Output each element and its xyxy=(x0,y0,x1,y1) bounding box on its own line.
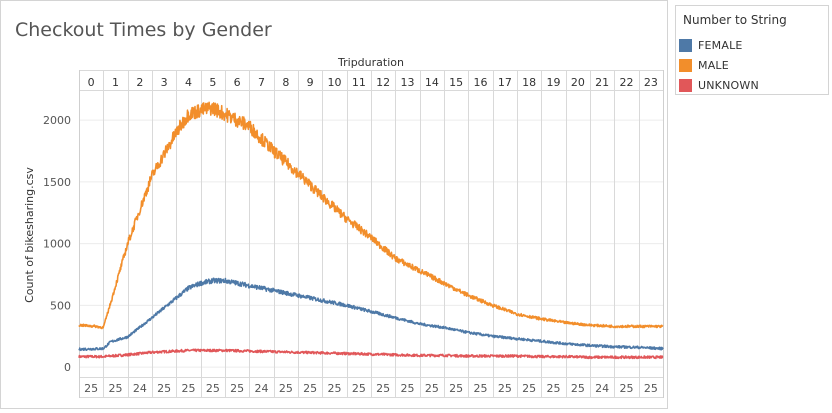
panel-bottom-label: 25 xyxy=(376,382,390,395)
panel-bottom-label: 24 xyxy=(595,382,609,395)
panel-bottom-label: 25 xyxy=(449,382,463,395)
legend-swatch-male xyxy=(679,58,692,72)
y-tick-label: 0 xyxy=(64,361,71,374)
panel-header-label: 20 xyxy=(571,76,585,89)
panel-bottom-label: 25 xyxy=(620,382,634,395)
panel-bottom-label: 25 xyxy=(182,382,196,395)
panel-header-label: 17 xyxy=(498,76,512,89)
panel-header-label: 3 xyxy=(161,76,168,89)
panel-header-label: 12 xyxy=(376,76,390,89)
panel-bottom-label: 25 xyxy=(571,382,585,395)
panel-header-label: 2 xyxy=(136,76,143,89)
series-line-female xyxy=(78,277,664,352)
panel-header-label: 13 xyxy=(401,76,415,89)
panel-header-label: 15 xyxy=(449,76,463,89)
panel-bottom-label: 25 xyxy=(206,382,220,395)
y-tick-label: 2000 xyxy=(43,114,71,127)
column-header: Tripduration xyxy=(337,56,404,69)
series-line-unknown xyxy=(78,348,664,360)
y-tick-label: 1000 xyxy=(43,238,71,251)
panel-header-label: 7 xyxy=(258,76,265,89)
panel-bottom-label: 25 xyxy=(230,382,244,395)
panel-header-label: 11 xyxy=(352,76,366,89)
panel-bottom-label: 25 xyxy=(401,382,415,395)
panel-bottom-label: 25 xyxy=(522,382,536,395)
legend-item-unknown[interactable]: UNKNOWN xyxy=(679,77,759,93)
legend-label-unknown: UNKNOWN xyxy=(698,78,759,92)
series-line-male xyxy=(78,101,664,330)
panel-bottom-label: 24 xyxy=(255,382,269,395)
panel-bottom-label: 25 xyxy=(474,382,488,395)
legend-label-female: FEMALE xyxy=(698,38,743,52)
panel-bottom-label: 25 xyxy=(303,382,317,395)
panel-bottom-label: 25 xyxy=(84,382,98,395)
legend-item-male[interactable]: MALE xyxy=(679,57,729,73)
panel-header-label: 18 xyxy=(522,76,536,89)
panel-bottom-label: 25 xyxy=(328,382,342,395)
chart-title: Checkout Times by Gender xyxy=(15,19,272,41)
panel-bottom-label: 24 xyxy=(133,382,147,395)
panel-bottom-label: 25 xyxy=(498,382,512,395)
panel-bottom-label: 25 xyxy=(279,382,293,395)
y-axis-title: Count of bikesharing.csv xyxy=(23,167,36,303)
panel-header-label: 9 xyxy=(307,76,314,89)
panel-header-label: 10 xyxy=(328,76,342,89)
legend-title: Number to String xyxy=(683,13,787,27)
legend-swatch-female xyxy=(679,38,692,52)
chart-svg: 0 500 1000 1500 2000 Count of bikesharing.csv… xyxy=(23,56,664,398)
panel-header-label: 0 xyxy=(88,76,95,89)
legend[interactable]: Number to String FEMALE MALE UNKNOWN xyxy=(675,5,829,95)
panel-header-label: 22 xyxy=(620,76,634,89)
panel-header-label: 5 xyxy=(209,76,216,89)
panel-header-label: 21 xyxy=(595,76,609,89)
y-tick-label: 500 xyxy=(50,299,71,312)
panel-header-label: 6 xyxy=(234,76,241,89)
panel-header-label: 8 xyxy=(282,76,289,89)
legend-label-male: MALE xyxy=(698,58,729,72)
panel-header-label: 16 xyxy=(474,76,488,89)
panel-header-label: 1 xyxy=(112,76,119,89)
panel-header-label: 23 xyxy=(644,76,658,89)
panel-header-label: 4 xyxy=(185,76,192,89)
legend-item-female[interactable]: FEMALE xyxy=(679,37,743,53)
y-tick-label: 1500 xyxy=(43,176,71,189)
panel-bottom-label: 25 xyxy=(547,382,561,395)
legend-swatch-unknown xyxy=(679,78,692,92)
panel-bottom-label: 25 xyxy=(109,382,123,395)
panel-bottom-label: 25 xyxy=(425,382,439,395)
panel-header-label: 19 xyxy=(547,76,561,89)
panel-bottom-label: 25 xyxy=(157,382,171,395)
panel-header-label: 14 xyxy=(425,76,439,89)
panel-bottom-label: 25 xyxy=(352,382,366,395)
panel-bottom-label: 25 xyxy=(644,382,658,395)
